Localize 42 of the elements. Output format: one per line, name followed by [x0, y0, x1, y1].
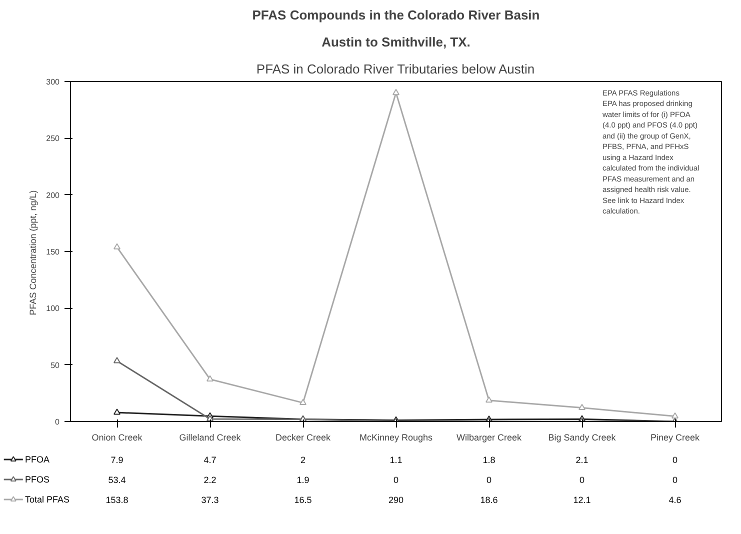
data-label: 290 [388, 495, 404, 505]
data-label: 2 [300, 455, 306, 465]
x-tick-label: Wilbarger Creek [456, 432, 522, 442]
data-label: 7.9 [110, 455, 124, 465]
x-tick-label: Piney Creek [650, 432, 700, 442]
data-label: 153.8 [106, 495, 128, 505]
data-label: 37.3 [201, 495, 219, 505]
data-label: 1.8 [482, 455, 496, 465]
x-tick-label: Decker Creek [275, 432, 332, 442]
y-tick-label: 150 [46, 248, 60, 256]
data-label: 0 [672, 475, 678, 485]
data-label: 0 [486, 475, 492, 485]
x-tick-label: Onion Creek [92, 432, 143, 442]
data-label: 18.6 [480, 495, 498, 505]
data-label: 12.1 [573, 495, 591, 505]
data-label: 0 [579, 475, 585, 485]
y-tick-label: 200 [46, 190, 60, 200]
data-label: 2.2 [204, 475, 216, 485]
legend-label: Total PFAS [24, 494, 70, 504]
data-label: 1.1 [390, 455, 402, 465]
data-label: 1.9 [296, 475, 310, 485]
data-label: 4.7 [204, 455, 216, 465]
x-tick-label: McKinney Roughs [359, 432, 434, 442]
data-label: 2.1 [576, 455, 588, 465]
data-label: 0 [672, 455, 678, 465]
data-label: 4.6 [668, 495, 682, 505]
chart-subtitle: Austin to Smithville, TX. [322, 34, 470, 50]
legend-label: PFOA [24, 454, 50, 464]
y-tick-label: 100 [46, 304, 60, 314]
y-tick-label: 50 [50, 360, 60, 370]
data-label: 16.5 [294, 495, 312, 505]
legend-label: PFOS [24, 474, 50, 484]
data-label: 0 [393, 475, 399, 485]
chart-title: PFAS Compounds in the Colorado River Basin [252, 8, 540, 22]
text: PFAS in Colorado River Tributaries below Austin [256, 62, 535, 76]
x-tick-label: Gilleland Creek [179, 432, 242, 442]
y-tick-label: 300 [46, 78, 60, 86]
y-tick-label: 250 [46, 134, 60, 144]
y-axis-title: PFAS Concentration (ppt, ng/L) [28, 190, 38, 316]
y-tick-label: 0 [55, 418, 60, 426]
x-tick-label: Big Sandy Creek [548, 432, 616, 442]
data-label: 53.4 [108, 475, 126, 485]
